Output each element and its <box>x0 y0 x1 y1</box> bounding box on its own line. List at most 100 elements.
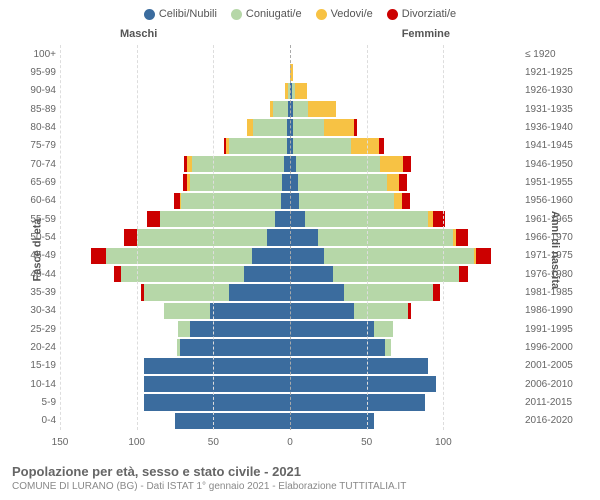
bar-segment <box>459 266 468 282</box>
legend-item: Coniugati/e <box>231 8 302 20</box>
male-bar <box>60 248 290 264</box>
x-tick-label: 50 <box>361 437 372 448</box>
birth-year-label: 2016-2020 <box>525 415 585 426</box>
female-bar <box>290 46 520 62</box>
female-bar <box>290 211 520 227</box>
female-bar <box>290 303 520 319</box>
bar-segment <box>190 321 290 337</box>
birth-year-label: 2006-2010 <box>525 379 585 390</box>
bar-segment <box>295 83 307 99</box>
gridline <box>213 45 214 430</box>
birth-year-label: 1986-1990 <box>525 305 585 316</box>
bar-segment <box>275 211 290 227</box>
bar-segment <box>333 266 459 282</box>
female-header: Femmine <box>402 28 450 40</box>
bar-segment <box>290 174 298 190</box>
birth-year-label: 1996-2000 <box>525 342 585 353</box>
bar-segment <box>290 266 333 282</box>
age-label: 5-9 <box>20 397 56 408</box>
bar-segment <box>379 138 384 154</box>
legend-label: Coniugati/e <box>246 8 302 20</box>
bar-segment <box>144 394 290 410</box>
x-tick-label: 50 <box>208 437 219 448</box>
female-bar <box>290 339 520 355</box>
female-bar <box>290 394 520 410</box>
x-tick-label: 100 <box>435 437 452 448</box>
bar-segment <box>181 193 281 209</box>
female-bar <box>290 119 520 135</box>
x-tick-label: 150 <box>52 437 69 448</box>
age-label: 45-49 <box>20 250 56 261</box>
birth-year-label: 1971-1975 <box>525 250 585 261</box>
age-label: 10-14 <box>20 379 56 390</box>
bar-segment <box>433 284 441 300</box>
footer-subtitle: COMUNE DI LURANO (BG) - Dati ISTAT 1° ge… <box>12 481 588 492</box>
bar-segment <box>178 321 190 337</box>
male-bar <box>60 321 290 337</box>
birth-year-label: 1976-1980 <box>525 269 585 280</box>
male-bar <box>60 413 290 429</box>
legend-item: Celibi/Nubili <box>144 8 217 20</box>
birth-year-label: 1946-1950 <box>525 159 585 170</box>
male-bar <box>60 303 290 319</box>
male-bar <box>60 83 290 99</box>
age-label: 35-39 <box>20 287 56 298</box>
bar-segment <box>210 303 290 319</box>
bar-segment <box>290 303 354 319</box>
bar-segment <box>296 156 380 172</box>
bar-segment <box>354 119 357 135</box>
male-bar <box>60 101 290 117</box>
bar-segment <box>180 339 290 355</box>
legend-label: Vedovi/e <box>331 8 373 20</box>
bar-segment <box>318 229 453 245</box>
bar-segment <box>290 339 385 355</box>
female-bar <box>290 138 520 154</box>
birth-year-label: 1921-1925 <box>525 67 585 78</box>
birth-year-label: 2011-2015 <box>525 397 585 408</box>
footer-title: Popolazione per età, sesso e stato civil… <box>12 464 588 479</box>
bar-segment <box>124 229 136 245</box>
bar-segment <box>290 376 436 392</box>
age-label: 80-84 <box>20 122 56 133</box>
age-label: 100+ <box>20 49 56 60</box>
bar-segment <box>293 101 308 117</box>
age-label: 25-29 <box>20 324 56 335</box>
female-bar <box>290 284 520 300</box>
x-tick-label: 100 <box>128 437 145 448</box>
bar-segment <box>244 266 290 282</box>
female-bar <box>290 229 520 245</box>
chart-footer: Popolazione per età, sesso e stato civil… <box>12 464 588 492</box>
bar-segment <box>281 193 290 209</box>
birth-year-label: 1991-1995 <box>525 324 585 335</box>
bar-segment <box>402 193 410 209</box>
bar-segment <box>252 248 290 264</box>
legend-swatch <box>144 9 155 20</box>
male-bar <box>60 138 290 154</box>
bar-segment <box>229 284 290 300</box>
bar-segment <box>290 211 305 227</box>
birth-year-label: 1936-1940 <box>525 122 585 133</box>
bar-segment <box>476 248 491 264</box>
male-bar <box>60 266 290 282</box>
bar-segment <box>298 174 387 190</box>
gridline <box>443 45 444 430</box>
bar-segment <box>385 339 391 355</box>
male-bar <box>60 119 290 135</box>
bar-segment <box>290 321 374 337</box>
gridline <box>367 45 368 430</box>
male-bar <box>60 339 290 355</box>
age-label: 55-59 <box>20 214 56 225</box>
age-label: 50-54 <box>20 232 56 243</box>
bar-segment <box>192 156 284 172</box>
bar-segment <box>137 229 267 245</box>
bar-segment <box>354 303 408 319</box>
female-bar <box>290 413 520 429</box>
bar-segment <box>456 229 468 245</box>
birth-year-label: 1981-1985 <box>525 287 585 298</box>
bar-segment <box>290 248 324 264</box>
female-bar <box>290 376 520 392</box>
legend-swatch <box>231 9 242 20</box>
age-label: 85-89 <box>20 104 56 115</box>
male-bar <box>60 358 290 374</box>
legend: Celibi/NubiliConiugati/eVedovi/eDivorzia… <box>0 0 600 24</box>
